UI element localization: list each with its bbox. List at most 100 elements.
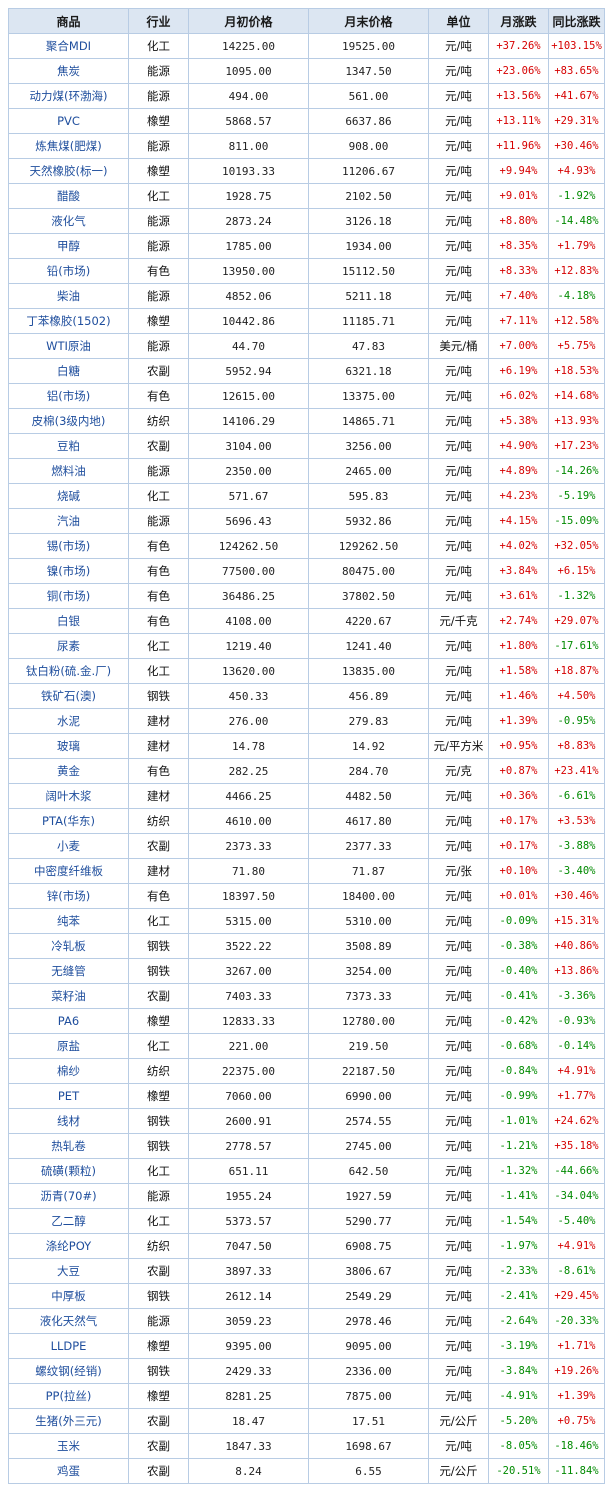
end-price-cell: 908.00	[308, 133, 429, 159]
commodity-name: 烧碱	[8, 483, 129, 509]
commodity-name: 丁苯橡胶(1502)	[8, 308, 129, 334]
yoy-change-cell: +0.75%	[548, 1408, 605, 1434]
unit-cell: 元/吨	[428, 1058, 489, 1084]
end-price-cell: 4220.67	[308, 608, 429, 634]
table-row: 烧碱 化工 571.67 595.83 元/吨 +4.23% -5.19%	[8, 483, 605, 509]
yoy-change-cell: +32.05%	[548, 533, 605, 559]
industry-cell: 化工	[128, 658, 189, 684]
yoy-change-cell: -5.40%	[548, 1208, 605, 1234]
yoy-change-cell: +24.62%	[548, 1108, 605, 1134]
start-price-cell: 124262.50	[188, 533, 309, 559]
monthly-change-cell: +7.00%	[488, 333, 549, 359]
yoy-change-cell: +5.75%	[548, 333, 605, 359]
yoy-change-cell: -0.14%	[548, 1033, 605, 1059]
end-price-cell: 4617.80	[308, 808, 429, 834]
start-price-cell: 5952.94	[188, 358, 309, 384]
commodity-name: 燃料油	[8, 458, 129, 484]
yoy-change-cell: -6.61%	[548, 783, 605, 809]
monthly-change-cell: +13.56%	[488, 83, 549, 109]
start-price-cell: 571.67	[188, 483, 309, 509]
start-price-cell: 7047.50	[188, 1233, 309, 1259]
commodity-name: 生猪(外三元)	[8, 1408, 129, 1434]
commodity-name: 皮棉(3级内地)	[8, 408, 129, 434]
industry-cell: 农副	[128, 833, 189, 859]
yoy-change-cell: +29.45%	[548, 1283, 605, 1309]
industry-cell: 钢铁	[128, 1133, 189, 1159]
industry-cell: 农副	[128, 983, 189, 1009]
industry-cell: 化工	[128, 633, 189, 659]
monthly-change-cell: -3.84%	[488, 1358, 549, 1384]
industry-cell: 化工	[128, 33, 189, 59]
monthly-change-cell: +7.11%	[488, 308, 549, 334]
end-price-cell: 3508.89	[308, 933, 429, 959]
unit-cell: 元/吨	[428, 658, 489, 684]
end-price-cell: 12780.00	[308, 1008, 429, 1034]
table-row: PP(拉丝) 橡塑 8281.25 7875.00 元/吨 -4.91% +1.39%	[8, 1383, 605, 1409]
industry-cell: 能源	[128, 1183, 189, 1209]
unit-cell: 元/吨	[428, 633, 489, 659]
end-price-cell: 284.70	[308, 758, 429, 784]
industry-cell: 橡塑	[128, 108, 189, 134]
table-row: 焦炭 能源 1095.00 1347.50 元/吨 +23.06% +83.65%	[8, 58, 605, 84]
start-price-cell: 22375.00	[188, 1058, 309, 1084]
start-price-cell: 13620.00	[188, 658, 309, 684]
table-row: 生猪(外三元) 农副 18.47 17.51 元/公斤 -5.20% +0.75%	[8, 1408, 605, 1434]
monthly-change-cell: -8.05%	[488, 1433, 549, 1459]
industry-cell: 建材	[128, 708, 189, 734]
header-commodity: 商品	[8, 8, 129, 34]
table-row: 无缝管 钢铁 3267.00 3254.00 元/吨 -0.40% +13.86%	[8, 958, 605, 984]
monthly-change-cell: -5.20%	[488, 1408, 549, 1434]
monthly-change-cell: +4.15%	[488, 508, 549, 534]
header-monthly-change: 月涨跌	[488, 8, 549, 34]
monthly-change-cell: -3.19%	[488, 1333, 549, 1359]
table-row: 液化气 能源 2873.24 3126.18 元/吨 +8.80% -14.48%	[8, 208, 605, 234]
unit-cell: 元/吨	[428, 533, 489, 559]
unit-cell: 元/吨	[428, 508, 489, 534]
monthly-change-cell: -1.01%	[488, 1108, 549, 1134]
industry-cell: 能源	[128, 508, 189, 534]
start-price-cell: 1095.00	[188, 58, 309, 84]
end-price-cell: 47.83	[308, 333, 429, 359]
table-header-row: 商品 行业 月初价格 月末价格 单位 月涨跌 同比涨跌	[8, 8, 605, 34]
table-row: 大豆 农副 3897.33 3806.67 元/吨 -2.33% -8.61%	[8, 1258, 605, 1284]
yoy-change-cell: -0.95%	[548, 708, 605, 734]
unit-cell: 元/吨	[428, 108, 489, 134]
monthly-change-cell: +0.17%	[488, 833, 549, 859]
end-price-cell: 129262.50	[308, 533, 429, 559]
unit-cell: 元/吨	[428, 283, 489, 309]
unit-cell: 元/吨	[428, 358, 489, 384]
start-price-cell: 811.00	[188, 133, 309, 159]
yoy-change-cell: +30.46%	[548, 133, 605, 159]
industry-cell: 化工	[128, 1033, 189, 1059]
monthly-change-cell: +23.06%	[488, 58, 549, 84]
industry-cell: 化工	[128, 183, 189, 209]
industry-cell: 农副	[128, 1433, 189, 1459]
table-row: PA6 橡塑 12833.33 12780.00 元/吨 -0.42% -0.93%	[8, 1008, 605, 1034]
end-price-cell: 561.00	[308, 83, 429, 109]
end-price-cell: 5310.00	[308, 908, 429, 934]
commodity-name: 白银	[8, 608, 129, 634]
unit-cell: 元/吨	[428, 383, 489, 409]
start-price-cell: 2600.91	[188, 1108, 309, 1134]
end-price-cell: 1347.50	[308, 58, 429, 84]
table-row: 硫磺(颗粒) 化工 651.11 642.50 元/吨 -1.32% -44.66%	[8, 1158, 605, 1184]
industry-cell: 农副	[128, 358, 189, 384]
unit-cell: 元/吨	[428, 408, 489, 434]
unit-cell: 元/吨	[428, 1308, 489, 1334]
yoy-change-cell: +15.31%	[548, 908, 605, 934]
table-row: 玉米 农副 1847.33 1698.67 元/吨 -8.05% -18.46%	[8, 1433, 605, 1459]
price-table-container: 商品 行业 月初价格 月末价格 单位 月涨跌 同比涨跌 聚合MDI 化工 14225…	[8, 8, 605, 1484]
yoy-change-cell: -20.33%	[548, 1308, 605, 1334]
table-row: 鸡蛋 农副 8.24 6.55 元/公斤 -20.51% -11.84%	[8, 1458, 605, 1484]
table-row: 热轧卷 钢铁 2778.57 2745.00 元/吨 -1.21% +35.18%	[8, 1133, 605, 1159]
monthly-change-cell: +4.90%	[488, 433, 549, 459]
monthly-change-cell: -0.68%	[488, 1033, 549, 1059]
end-price-cell: 2336.00	[308, 1358, 429, 1384]
table-row: PVC 橡塑 5868.57 6637.86 元/吨 +13.11% +29.31%	[8, 108, 605, 134]
unit-cell: 元/吨	[428, 1208, 489, 1234]
end-price-cell: 2745.00	[308, 1133, 429, 1159]
industry-cell: 有色	[128, 383, 189, 409]
yoy-change-cell: +1.71%	[548, 1333, 605, 1359]
monthly-change-cell: +0.87%	[488, 758, 549, 784]
industry-cell: 能源	[128, 133, 189, 159]
